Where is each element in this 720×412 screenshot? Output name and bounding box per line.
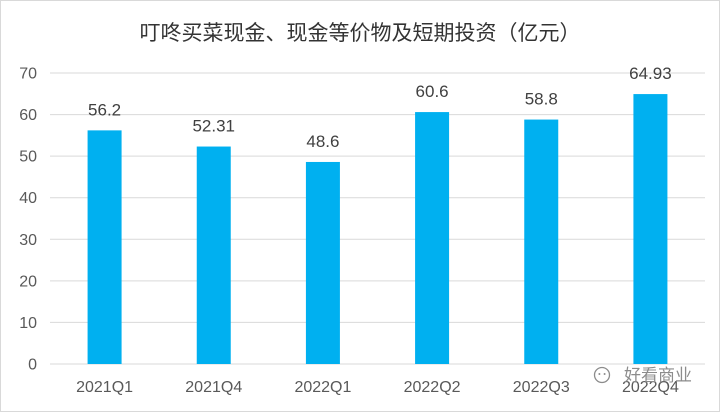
y-tick-label: 20 (19, 273, 37, 290)
chart-title: 叮咚买菜现金、现金等价物及短期投资（亿元） (140, 21, 581, 45)
y-tick-label: 50 (19, 149, 37, 166)
bar-2022q4 (633, 94, 668, 364)
x-axis-ticks: 2021Q1 2021Q4 2022Q1 2022Q2 2022Q3 2022Q4 (76, 379, 679, 396)
x-tick-label: 2022Q2 (404, 379, 461, 396)
gridlines (50, 72, 705, 365)
bar-2022q1 (305, 161, 340, 364)
wechat-icon (593, 366, 611, 384)
y-tick-label: 30 (19, 232, 37, 249)
data-label: 60.6 (416, 82, 449, 101)
watermark: 好看商业 (593, 366, 692, 386)
data-label: 56.2 (88, 100, 121, 119)
bar-2022q2 (415, 112, 450, 364)
watermark-text: 好看商业 (624, 366, 692, 386)
bars (87, 94, 668, 364)
data-labels: 56.2 52.31 48.6 60.6 58.8 64.93 (88, 64, 672, 151)
y-tick-label: 10 (19, 315, 37, 332)
y-tick-label: 70 (19, 66, 37, 83)
y-tick-label: 40 (19, 190, 37, 207)
x-tick-label: 2022Q4 (622, 379, 679, 396)
x-tick-label: 2022Q3 (513, 379, 570, 396)
x-tick-label: 2022Q1 (294, 379, 351, 396)
x-tick-label: 2021Q1 (76, 379, 133, 396)
data-label: 58.8 (525, 90, 558, 109)
bar-2022q3 (524, 119, 559, 364)
data-label: 52.31 (192, 117, 235, 136)
bar-2021q1 (87, 130, 122, 364)
y-tick-label: 60 (19, 107, 37, 124)
data-label: 48.6 (306, 132, 339, 151)
x-tick-label: 2021Q4 (185, 379, 242, 396)
y-axis-ticks: 0 10 20 30 40 50 60 70 (19, 66, 37, 374)
bar-2021q4 (196, 146, 231, 364)
y-tick-label: 0 (28, 357, 37, 374)
data-label: 64.93 (629, 64, 672, 83)
